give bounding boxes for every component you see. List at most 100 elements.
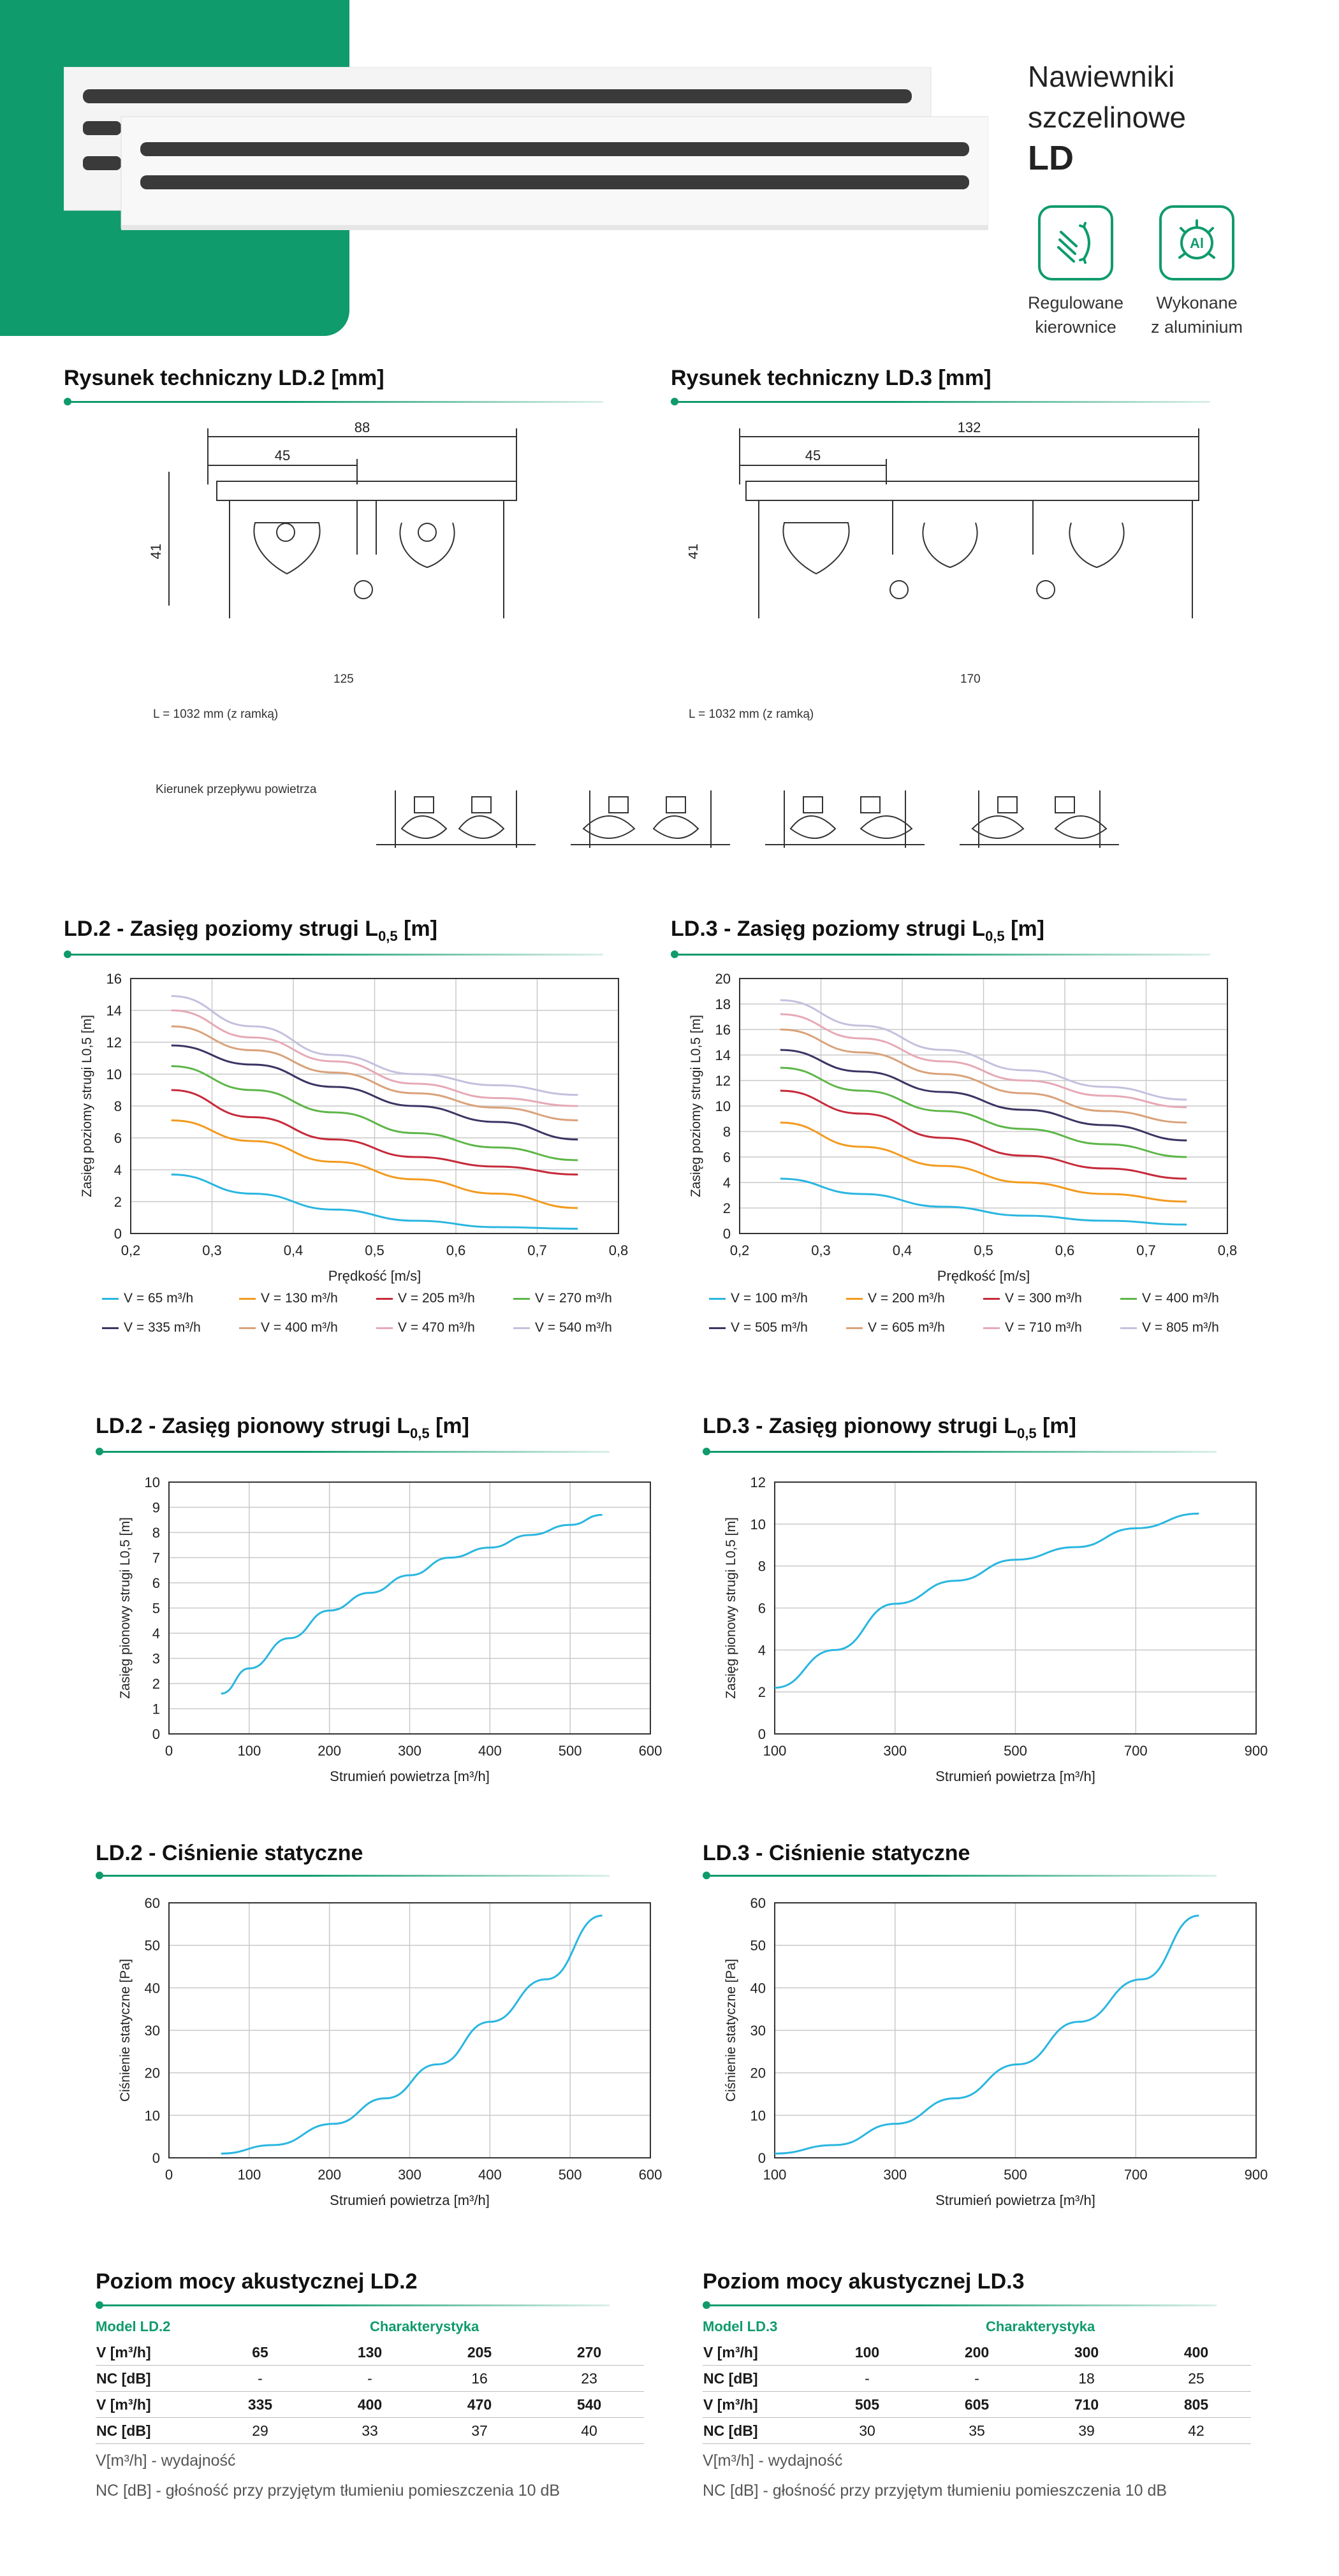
table-cell: 40 xyxy=(534,2417,644,2444)
title-code: LD xyxy=(1028,139,1074,177)
acoustic-ld3-note2: NC [dB] - głośność przy przyjętym tłumie… xyxy=(703,2482,1167,2500)
x-tick-label: 300 xyxy=(883,1743,907,1759)
table-cell: 33 xyxy=(315,2417,425,2444)
row-label: V [m³/h] xyxy=(703,2340,812,2366)
legend-item: V = 805 m³/h xyxy=(1120,1320,1219,1335)
x-tick-label: 100 xyxy=(237,1743,261,1759)
y-tick-label: 8 xyxy=(114,1098,122,1114)
table-cell: 16 xyxy=(425,2365,534,2392)
x-tick-label: 700 xyxy=(1124,2167,1148,2183)
x-tick-label: 500 xyxy=(1004,1743,1027,1759)
chart-ld3-vertical: 0 2 4 6 8 10 12 100 300 500 700 900 Strumień powietr… xyxy=(724,1474,1268,1784)
series-line xyxy=(171,1009,578,1107)
dim-half: 45 xyxy=(275,448,290,463)
y-tick-label: 6 xyxy=(114,1130,122,1146)
dim-height: 41 xyxy=(689,544,701,559)
table-row: NC [dB] - -18 25 xyxy=(703,2365,1251,2392)
aluminium-symbol: Al xyxy=(1190,235,1204,251)
legend-label: V = 470 m³/h xyxy=(398,1320,475,1335)
plot-frame xyxy=(774,1481,1257,1735)
x-tick-label: 0,8 xyxy=(609,1242,629,1258)
legend-item: V = 200 m³/h xyxy=(846,1291,945,1306)
x-tick-label: 700 xyxy=(1124,1743,1148,1759)
table-cell: 29 xyxy=(205,2417,315,2444)
series-line xyxy=(780,1121,1187,1203)
dim-total-ld3: 170 xyxy=(960,673,981,686)
y-tick-label: 4 xyxy=(723,1175,731,1191)
row-label: NC [dB] xyxy=(96,2365,205,2392)
plot-frame xyxy=(130,978,619,1234)
legend-item: V = 100 m³/h xyxy=(709,1291,808,1306)
table-row: V [m³/h] 335 400 470 540 xyxy=(96,2391,644,2418)
y-tick-label: 14 xyxy=(715,1047,731,1063)
feature-line2: kierownice xyxy=(1035,317,1116,337)
chart-ld2-horizontal: 0 2 4 6 8 10 12 14 16 0,2 0,3 0,4 0,5 0,6 0,7 0,8 Prędko… xyxy=(80,971,629,1284)
y-tick-label: 0 xyxy=(758,2150,766,2166)
plot-frame xyxy=(168,1481,651,1735)
table-cell: - xyxy=(922,2365,1032,2392)
dim-top: 132 xyxy=(958,419,981,435)
series-line xyxy=(171,1044,578,1140)
table-cell: - xyxy=(205,2365,315,2392)
y-tick-label: 7 xyxy=(152,1550,160,1566)
x-tick-label: 0,2 xyxy=(730,1242,750,1258)
series-line xyxy=(774,1512,1199,1689)
legend-swatch xyxy=(709,1327,726,1329)
x-tick-label: 300 xyxy=(398,1743,421,1759)
series-line xyxy=(221,1914,603,2155)
legend-swatch xyxy=(239,1297,256,1300)
chart-ld2-legend: V = 65 m³/h V = 130 m³/h V = 205 m³/h V = 2… xyxy=(102,1291,650,1335)
legend-swatch xyxy=(846,1297,863,1300)
y-tick-label: 10 xyxy=(145,2107,160,2123)
legend-label: V = 400 m³/h xyxy=(1142,1291,1219,1306)
y-tick-label: 8 xyxy=(152,1525,160,1541)
table-cell: 205 xyxy=(425,2340,534,2366)
table-row: NC [dB] - -16 23 xyxy=(96,2365,644,2392)
flow-direction-label: Kierunek przepływu powietrza xyxy=(156,783,317,796)
x-tick-label: 0,7 xyxy=(527,1242,547,1258)
x-tick-label: 0,3 xyxy=(202,1242,222,1258)
title-line2: szczelinowe xyxy=(1028,101,1186,134)
table-row: V [m³/h] 505 605 710 805 xyxy=(703,2391,1251,2418)
chart-ld3-legend: V = 100 m³/h V = 200 m³/h V = 300 m³/h V = … xyxy=(709,1291,1257,1335)
drawing-ld3-note: L = 1032 mm (z ramką) xyxy=(689,708,814,721)
dim-total-ld2: 125 xyxy=(333,673,354,686)
acoustic-ld2-char-label: Charakterystyka xyxy=(370,2318,479,2334)
y-tick-label: 2 xyxy=(152,1676,160,1692)
table-cell: 400 xyxy=(315,2391,425,2418)
chart-ld3-vertical-title: LD.3 - Zasięg pionowy strugi L0,5 [m] xyxy=(703,1414,1076,1441)
y-axis-label: Zasięg pionowy strugi L0,5 [m] xyxy=(724,1517,738,1699)
x-axis-label: Prędkość [m/s] xyxy=(328,1268,421,1284)
x-tick-label: 0,5 xyxy=(974,1242,993,1258)
row-label: V [m³/h] xyxy=(703,2391,812,2418)
feature-line1: Regulowane xyxy=(1027,293,1124,312)
table-cell: 505 xyxy=(812,2391,922,2418)
series-line xyxy=(171,1174,578,1230)
section-underline xyxy=(99,1875,610,1877)
legend-item: V = 470 m³/h xyxy=(376,1320,475,1335)
series-line xyxy=(780,1177,1187,1226)
x-tick-label: 0,4 xyxy=(284,1242,304,1258)
legend-label: V = 335 m³/h xyxy=(124,1320,201,1335)
acoustic-ld2-model-label: Model LD.2 xyxy=(96,2318,171,2334)
y-tick-label: 4 xyxy=(152,1626,160,1641)
legend-swatch xyxy=(846,1327,863,1329)
legend-item: V = 335 m³/h xyxy=(102,1320,201,1335)
y-tick-label: 6 xyxy=(723,1149,731,1165)
y-tick-label: 12 xyxy=(750,1474,766,1490)
x-tick-label: 100 xyxy=(763,1743,787,1759)
y-tick-label: 2 xyxy=(723,1200,731,1216)
acoustic-ld3-model-label: Model LD.3 xyxy=(703,2318,778,2334)
series-line xyxy=(171,1119,578,1209)
y-tick-label: 10 xyxy=(750,2107,766,2123)
x-tick-label: 600 xyxy=(639,1743,662,1759)
table-cell: 300 xyxy=(1032,2340,1141,2366)
chart-ld3-pressure: 0 10 20 30 40 50 60 100 300 500 700 900 Strumień pow… xyxy=(724,1895,1268,2208)
legend-label: V = 505 m³/h xyxy=(731,1320,808,1335)
x-tick-label: 0,8 xyxy=(1218,1242,1238,1258)
legend-item: V = 270 m³/h xyxy=(513,1291,612,1306)
row-label: NC [dB] xyxy=(703,2417,812,2444)
section-underline xyxy=(706,1451,1217,1453)
y-tick-label: 18 xyxy=(715,996,731,1012)
x-tick-label: 0,4 xyxy=(893,1242,912,1258)
